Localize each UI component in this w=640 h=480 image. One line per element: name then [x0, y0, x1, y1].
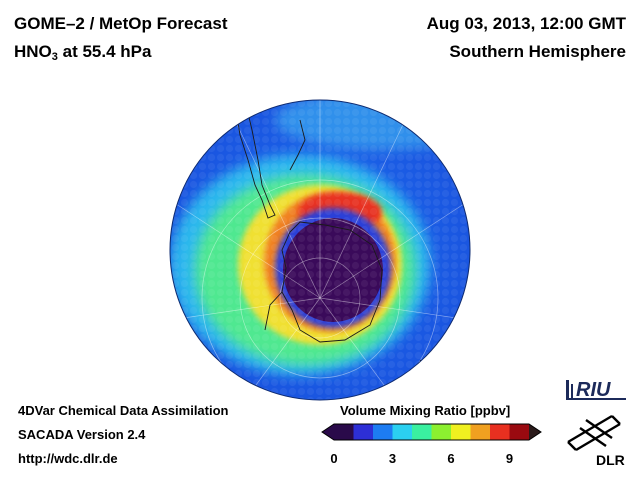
riu-logo-text: RIU — [576, 379, 611, 401]
species-label: HNO3 at 55.4 hPa — [14, 42, 151, 63]
colorbar-tick-label: 0 — [330, 451, 338, 466]
footer-url[interactable]: http://wdc.dlr.de — [18, 451, 118, 466]
species-level: at 55.4 hPa — [57, 42, 152, 61]
date-time-label: Aug 03, 2013, 12:00 GMT — [426, 14, 626, 33]
colorbar-overflow-arrow — [529, 424, 541, 440]
species-main: HNO — [14, 42, 52, 61]
colorbar-cell — [470, 424, 491, 440]
colorbar-title: Volume Mixing Ratio [ppbv] — [340, 403, 511, 418]
riu-logo: RIU — [566, 379, 626, 401]
colorbar-outline — [321, 423, 542, 441]
colorbar-cell — [490, 424, 510, 440]
footer-version: SACADA Version 2.4 — [18, 427, 146, 442]
colorbar-cell — [451, 424, 471, 440]
colorbar-tick-label: 3 — [388, 451, 397, 466]
colorbar-cell — [334, 424, 354, 440]
colorbar-tick-label: 6 — [447, 451, 455, 466]
colorbar-tick-label: 9 — [505, 451, 514, 466]
field-layer — [170, 100, 470, 400]
region-label: Southern Hemisphere — [449, 42, 626, 61]
colorbar — [321, 423, 542, 441]
globe-outline — [169, 99, 471, 401]
colorbar-cell — [412, 424, 432, 440]
map-title: GOME–2 / MetOp Forecast — [14, 14, 228, 33]
colorbar-cell — [353, 424, 374, 440]
colorbar-cell — [392, 424, 413, 440]
species-subscript: 3 — [51, 51, 58, 63]
colorbar-cell — [373, 424, 393, 440]
colorbar-cell — [509, 424, 530, 440]
dlr-logo-text: DLR — [596, 452, 625, 468]
dlr-logo: DLR — [567, 414, 625, 468]
colorbar-cell — [431, 424, 452, 440]
graticule — [170, 100, 470, 400]
footer-method: 4DVar Chemical Data Assimilation — [18, 403, 229, 418]
colorbar-underflow-arrow — [322, 424, 334, 440]
